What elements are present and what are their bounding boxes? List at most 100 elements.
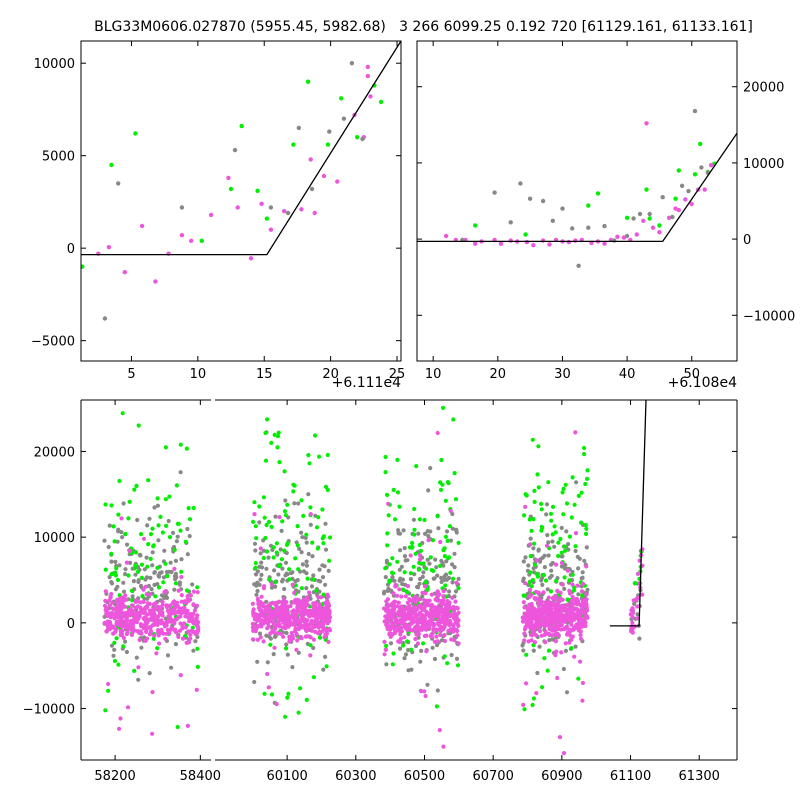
data-point <box>195 646 200 651</box>
data-point <box>384 643 389 648</box>
data-point <box>559 560 565 566</box>
data-point <box>430 617 435 622</box>
data-point <box>438 539 443 545</box>
data-point <box>186 640 191 645</box>
data-point <box>315 623 320 629</box>
data-point <box>448 627 453 632</box>
data-point <box>311 637 316 642</box>
data-point <box>426 533 431 539</box>
data-point <box>630 630 635 635</box>
data-point <box>567 578 572 583</box>
data-point <box>142 608 147 614</box>
data-point <box>136 665 141 670</box>
data-point <box>295 578 300 583</box>
data-point <box>546 540 551 545</box>
data-point <box>445 608 450 613</box>
data-point <box>573 644 578 649</box>
data-point <box>282 509 288 514</box>
data-point <box>271 652 276 657</box>
data-point <box>439 601 444 607</box>
data-point <box>109 559 114 564</box>
data-point <box>114 622 119 627</box>
data-point <box>323 547 329 552</box>
data-point <box>266 685 271 690</box>
data-point <box>152 582 157 588</box>
data-point <box>523 625 528 630</box>
data-point <box>437 728 442 733</box>
data-point <box>629 608 634 613</box>
data-point <box>443 498 448 503</box>
data-point <box>311 573 316 578</box>
data-point <box>141 623 146 628</box>
data-point <box>114 566 119 571</box>
data-point <box>635 604 640 609</box>
data-point <box>178 673 183 678</box>
data-point <box>152 505 157 510</box>
data-point <box>263 430 268 436</box>
data-point <box>349 61 355 66</box>
data-point <box>138 583 144 589</box>
data-point <box>252 500 257 505</box>
data-point <box>262 620 267 625</box>
x-tick-label: 60900 <box>541 769 582 784</box>
data-point <box>194 623 199 628</box>
data-point <box>546 480 551 485</box>
data-point <box>633 581 638 586</box>
data-point <box>104 629 109 634</box>
data-point <box>274 702 279 707</box>
data-point <box>385 602 390 607</box>
data-point <box>398 548 403 553</box>
data-point <box>264 566 269 571</box>
x-tick-label: 58200 <box>94 769 135 784</box>
data-point <box>163 497 168 502</box>
data-point <box>455 606 460 611</box>
data-point <box>426 538 431 543</box>
data-point <box>292 616 297 621</box>
data-point <box>535 670 540 676</box>
data-point <box>560 490 565 495</box>
data-point <box>148 556 153 562</box>
data-point <box>442 638 447 644</box>
data-point <box>299 550 304 555</box>
data-point <box>632 601 637 606</box>
data-point <box>188 636 193 641</box>
data-point <box>530 577 536 583</box>
data-point <box>327 558 332 563</box>
data-point <box>534 596 539 601</box>
data-point <box>556 634 561 639</box>
data-point <box>103 502 108 507</box>
data-point <box>396 600 401 605</box>
data-point <box>131 579 136 584</box>
data-point <box>540 685 545 690</box>
data-point <box>390 614 395 619</box>
data-point <box>104 606 109 611</box>
data-point <box>544 543 550 548</box>
data-point <box>326 603 331 608</box>
data-point <box>287 634 292 639</box>
data-point <box>385 607 390 613</box>
data-point <box>324 631 329 636</box>
data-point <box>123 639 128 644</box>
data-point <box>261 495 266 500</box>
data-point <box>123 572 128 577</box>
data-point <box>239 123 244 129</box>
data-point <box>152 633 157 638</box>
data-point <box>395 612 400 617</box>
data-point <box>253 629 258 634</box>
data-point <box>424 566 429 571</box>
data-point <box>226 175 231 181</box>
data-point <box>454 580 459 585</box>
data-point <box>569 515 574 520</box>
data-point <box>254 615 259 620</box>
data-point <box>584 545 589 550</box>
data-point <box>529 584 534 589</box>
data-point <box>554 649 559 654</box>
data-point <box>301 597 306 602</box>
data-point <box>536 601 541 606</box>
data-point <box>125 624 131 629</box>
data-point <box>583 523 588 528</box>
data-point <box>628 612 633 617</box>
data-point <box>189 619 194 624</box>
data-point <box>112 539 117 544</box>
data-point <box>162 624 168 629</box>
